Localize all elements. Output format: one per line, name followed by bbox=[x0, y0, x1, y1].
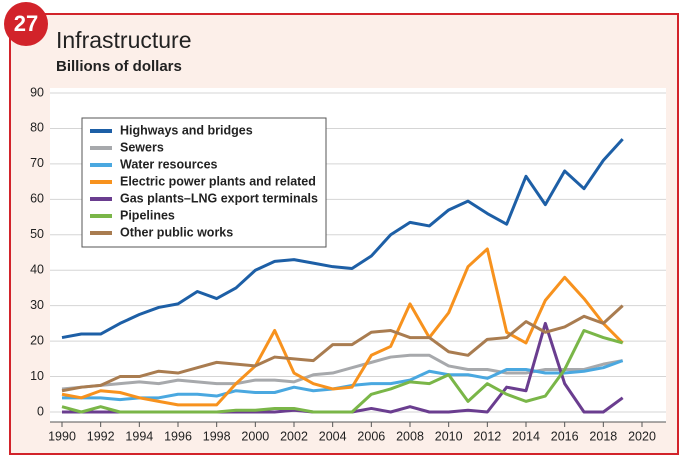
chart-title: Infrastructure bbox=[56, 27, 192, 53]
chart-subtitle: Billions of dollars bbox=[56, 58, 182, 75]
x-tick-label: 2008 bbox=[396, 429, 424, 443]
legend-label: Sewers bbox=[120, 140, 164, 154]
series-line bbox=[61, 328, 624, 414]
x-tick-label: 2000 bbox=[241, 429, 269, 443]
y-tick-label: 70 bbox=[30, 156, 44, 170]
y-tick-label: 0 bbox=[37, 404, 44, 418]
y-tick-label: 20 bbox=[30, 333, 44, 347]
y-tick-label: 40 bbox=[30, 263, 44, 277]
y-tick-label: 50 bbox=[30, 227, 44, 241]
badge bbox=[4, 2, 48, 46]
badge-number: 27 bbox=[14, 11, 38, 36]
x-tick-label: 2010 bbox=[435, 429, 463, 443]
x-tick-label: 2012 bbox=[473, 429, 501, 443]
series-line bbox=[61, 247, 624, 407]
x-tick-label: 1992 bbox=[87, 429, 115, 443]
y-tick-label: 30 bbox=[30, 298, 44, 312]
legend-label: Electric power plants and related bbox=[120, 174, 316, 188]
x-tick-label: 2014 bbox=[512, 429, 540, 443]
legend-box bbox=[81, 117, 327, 248]
x-tick-label: 2016 bbox=[551, 429, 579, 443]
x-tick-label: 1998 bbox=[203, 429, 231, 443]
x-tick-label: 1990 bbox=[48, 429, 76, 443]
x-tick-label: 2018 bbox=[589, 429, 617, 443]
legend-label: Gas plants–LNG export terminals bbox=[120, 191, 318, 205]
x-tick-label: 1996 bbox=[164, 429, 192, 443]
y-tick-label: 10 bbox=[30, 369, 44, 383]
x-tick-label: 2004 bbox=[319, 429, 347, 443]
y-tick-label: 60 bbox=[30, 192, 44, 206]
x-tick-label: 2002 bbox=[280, 429, 308, 443]
x-tick-label: 2020 bbox=[628, 429, 656, 443]
legend-label: Pipelines bbox=[120, 208, 175, 222]
legend-label: Highways and bridges bbox=[120, 123, 253, 137]
legend-label: Other public works bbox=[120, 225, 233, 239]
series-line bbox=[61, 304, 624, 393]
x-tick-label: 1994 bbox=[125, 429, 153, 443]
legend-label: Water resources bbox=[120, 157, 218, 171]
series-line bbox=[61, 353, 623, 391]
x-tick-label: 2006 bbox=[357, 429, 385, 443]
series-line bbox=[61, 138, 624, 340]
y-tick-label: 90 bbox=[30, 85, 44, 99]
y-tick-label: 80 bbox=[30, 121, 44, 135]
